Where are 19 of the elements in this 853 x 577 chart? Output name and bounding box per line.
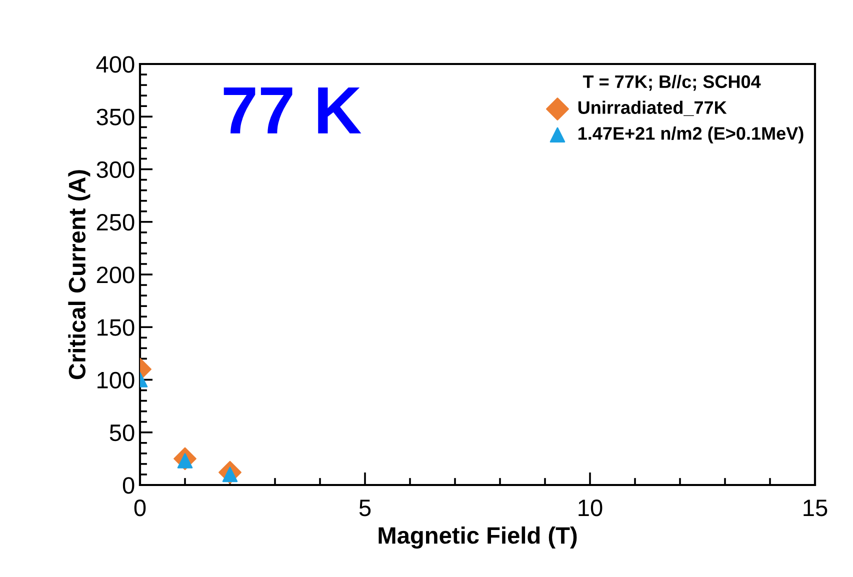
y-tick-label: 300 bbox=[96, 161, 134, 178]
x-tick-label: 0 bbox=[134, 500, 146, 516]
x-tick-label: 15 bbox=[804, 500, 828, 516]
x-axis-title: Magnetic Field (T) bbox=[378, 526, 577, 549]
x-tick-label: 10 bbox=[578, 500, 602, 516]
y-tick-label: 250 bbox=[96, 214, 134, 231]
y-tick-label: 350 bbox=[96, 108, 134, 126]
y-axis-title: Critical Current (A) bbox=[68, 170, 90, 380]
legend-label: Unirradiated_77K bbox=[578, 100, 727, 116]
legend-label: 1.47E+21 n/m2 (E>0.1MeV) bbox=[578, 126, 804, 144]
x-tick-label: 5 bbox=[359, 500, 371, 516]
y-tick-label: 150 bbox=[98, 319, 134, 336]
y-tick-label: 200 bbox=[96, 266, 134, 284]
y-tick-label: 50 bbox=[110, 424, 134, 442]
annotation: 77 K bbox=[224, 88, 362, 134]
y-tick-label: 400 bbox=[96, 56, 134, 73]
y-tick-label: 100 bbox=[98, 372, 134, 389]
y-tick-label: 0 bbox=[122, 477, 134, 494]
legend-title: T = 77K; B//c; SCH04 bbox=[582, 74, 761, 91]
